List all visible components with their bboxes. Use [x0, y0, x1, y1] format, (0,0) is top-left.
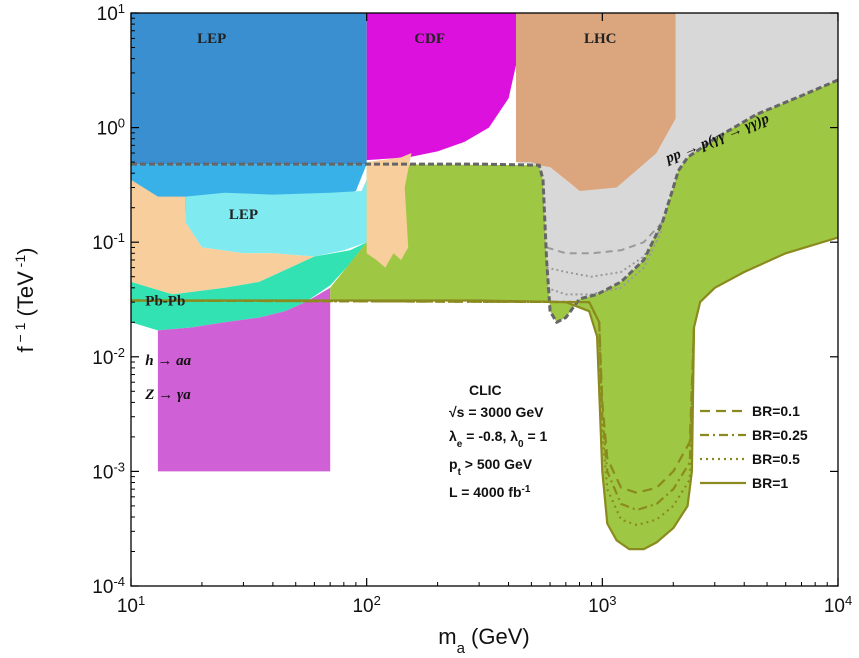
pp-inner-curve-0 [546, 221, 664, 255]
legend-label-br-0-1: BR=0.1 [752, 403, 800, 419]
pp-boundary-curve [131, 78, 838, 324]
clic-pt-cut: pt > 500 GeV [449, 456, 533, 478]
series-br-1 [131, 236, 838, 551]
region-lhc-2 [516, 13, 676, 195]
x-tick-label-1: 102 [352, 593, 380, 618]
label-h-aa: h → aa [145, 353, 191, 369]
x-axis-title: ma (GeV) [438, 624, 529, 657]
legend: BR=0.1 BR=0.25 BR=0.5 BR=1 [700, 403, 808, 491]
region-lep-0 [131, 13, 367, 165]
clic-parameters: CLIC √s = 3000 GeV λe = -0.8, λ0 = 1 pt … [449, 382, 548, 500]
clic-energy: √s = 3000 GeV [449, 404, 544, 420]
region-pp-3 [516, 13, 838, 323]
label-pb-pb: Pb-Pb [145, 294, 185, 310]
y-tick-label-0: 10-4 [92, 574, 125, 599]
y-tick-label-4: 100 [97, 115, 125, 140]
clic-title: CLIC [469, 382, 502, 398]
region-pb-pb-7 [131, 242, 367, 331]
series-br-0-1 [131, 299, 696, 494]
clic-luminosity: L = 4000 fb-1 [449, 484, 531, 501]
sensitivity-lines [131, 78, 838, 551]
region-lep-5 [185, 179, 367, 257]
region-cdf-1 [366, 13, 516, 161]
region-clic-9 [330, 80, 838, 550]
region-peach-strips-10 [366, 153, 412, 268]
legend-label-br-0-5: BR=0.5 [752, 451, 800, 467]
excluded-regions [131, 13, 838, 550]
series-br-0-25 [131, 299, 696, 512]
legend-label-br-1: BR=1 [752, 475, 788, 491]
y-tick-label-2: 10-2 [92, 344, 125, 369]
axis-ticks: 101 102 103 104 10-4 10-3 10-2 10-1 100 101 [92, 1, 852, 618]
y-tick-label-3: 10-1 [92, 230, 125, 255]
region-h-aa-8 [157, 287, 331, 472]
label-cdf: CDF [414, 31, 445, 47]
series-br-0-5 [131, 299, 696, 527]
label-lhc: LHC [584, 31, 617, 47]
region-pb-pb-bg-6 [131, 179, 315, 295]
pp-inner-curve-2 [546, 228, 664, 296]
y-tick-label-1: 10-3 [92, 459, 125, 484]
label-lep-top: LEP [197, 31, 226, 47]
y-tick-label-5: 101 [97, 1, 125, 26]
label-lep-mid: LEP [229, 207, 258, 223]
legend-label-br-0-25: BR=0.25 [752, 427, 808, 443]
label-z-gamma-a: Z → γa [144, 387, 191, 403]
x-tick-label-3: 104 [824, 593, 852, 618]
clic-polarization: λe = -0.8, λ0 = 1 [449, 428, 548, 450]
x-tick-label-2: 103 [588, 593, 616, 618]
x-tick-label-0: 101 [117, 593, 145, 618]
y-axis-title: f − 1 (TeV -1) [12, 248, 38, 353]
pp-inner-curve-1 [546, 224, 664, 278]
plot-frame [130, 12, 839, 587]
